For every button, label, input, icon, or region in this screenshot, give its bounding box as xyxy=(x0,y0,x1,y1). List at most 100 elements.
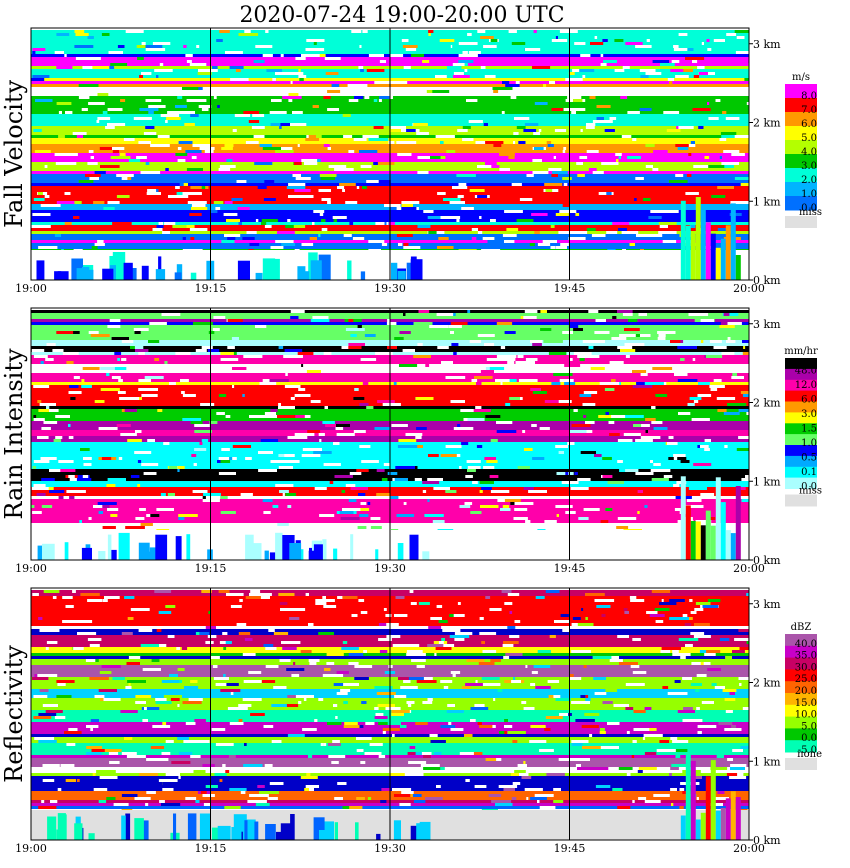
heatmap-speckle xyxy=(388,222,395,225)
heatmap-speckle xyxy=(199,147,215,150)
heatmap-speckle xyxy=(704,448,710,451)
heatmap-speckle xyxy=(523,707,535,710)
heatmap-speckle xyxy=(732,749,743,752)
heatmap-speckle xyxy=(719,325,735,328)
heatmap-speckle xyxy=(658,334,666,337)
heatmap-speckle xyxy=(515,361,535,364)
heatmap-speckle xyxy=(497,689,503,692)
heatmap-speckle xyxy=(243,355,263,358)
heatmap-speckle xyxy=(181,391,185,394)
heatmap-speckle xyxy=(473,409,491,412)
heatmap-speckle xyxy=(609,659,623,662)
heatmap-speckle xyxy=(205,641,214,644)
heatmap-cell xyxy=(141,265,149,280)
heatmap-speckle xyxy=(437,192,446,195)
heatmap-speckle xyxy=(726,773,738,776)
heatmap-speckle xyxy=(581,608,584,611)
heatmap-cell xyxy=(280,823,291,840)
heatmap-speckle xyxy=(496,430,517,433)
heatmap-speckle xyxy=(121,632,133,635)
heatmap-speckle xyxy=(736,93,749,96)
heatmap-speckle xyxy=(72,590,76,593)
heatmap-speckle xyxy=(543,84,547,87)
heatmap-speckle xyxy=(107,325,121,328)
heatmap-speckle xyxy=(696,707,700,710)
heatmap-speckle xyxy=(145,593,158,596)
heatmap-speckle xyxy=(70,162,77,165)
heatmap-speckle xyxy=(340,517,360,520)
heatmap-speckle xyxy=(624,343,645,346)
heatmap-speckle xyxy=(167,231,170,234)
heatmap-cell xyxy=(347,260,352,280)
heatmap-speckle xyxy=(229,788,247,791)
heatmap-speckle xyxy=(383,716,388,719)
heatmap-speckle xyxy=(292,111,299,114)
heatmap-speckle xyxy=(94,400,105,403)
heatmap-speckle xyxy=(657,331,676,334)
heatmap-speckle xyxy=(40,457,57,460)
heatmap-speckle xyxy=(246,231,257,234)
heatmap-speckle xyxy=(571,111,576,114)
heatmap-speckle xyxy=(609,433,620,436)
heatmap-speckle xyxy=(693,635,711,638)
heatmap-speckle xyxy=(190,114,199,117)
heatmap-speckle xyxy=(360,358,377,361)
colorbar-missing-swatch xyxy=(785,216,817,228)
heatmap-speckle xyxy=(613,704,629,707)
x-tick-label: 19:15 xyxy=(195,562,227,575)
heatmap-speckle xyxy=(340,689,351,692)
heatmap-speckle xyxy=(156,614,165,617)
heatmap-speckle xyxy=(89,677,109,680)
heatmap-speckle xyxy=(461,686,471,689)
heatmap-speckle xyxy=(645,144,655,147)
heatmap-speckle xyxy=(475,141,493,144)
heatmap-speckle xyxy=(557,746,568,749)
heatmap-shaft xyxy=(705,510,711,560)
heatmap-speckle xyxy=(542,240,561,243)
heatmap-speckle xyxy=(702,605,719,608)
colorbar-label: 1.0 xyxy=(801,438,817,449)
heatmap-speckle xyxy=(514,620,521,623)
heatmap-speckle xyxy=(320,743,324,746)
heatmap-speckle xyxy=(428,454,439,457)
heatmap-speckle xyxy=(562,331,573,334)
heatmap-speckle xyxy=(165,168,169,171)
heatmap-speckle xyxy=(521,776,532,779)
heatmap-speckle xyxy=(98,800,107,803)
heatmap-speckle xyxy=(479,481,494,484)
heatmap-speckle xyxy=(558,451,564,454)
heatmap-speckle xyxy=(303,698,307,701)
heatmap-speckle xyxy=(711,683,717,686)
heatmap-speckle xyxy=(704,69,715,72)
heatmap-speckle xyxy=(690,632,705,635)
heatmap-speckle xyxy=(738,629,749,632)
heatmap-speckle xyxy=(68,436,74,439)
heatmap-speckle xyxy=(41,770,50,773)
heatmap-speckle xyxy=(352,90,365,93)
heatmap-speckle xyxy=(486,460,498,463)
heatmap-speckle xyxy=(211,138,217,141)
heatmap-speckle xyxy=(544,183,563,186)
heatmap-speckle xyxy=(717,409,727,412)
heatmap-speckle xyxy=(441,638,445,641)
heatmap-speckle xyxy=(594,692,607,695)
heatmap-speckle xyxy=(625,355,630,358)
heatmap-speckle xyxy=(677,710,695,713)
heatmap-speckle xyxy=(609,117,617,120)
heatmap-speckle xyxy=(142,668,161,671)
heatmap-speckle xyxy=(68,728,78,731)
heatmap-speckle xyxy=(525,665,528,668)
heatmap-speckle xyxy=(450,322,468,325)
heatmap-speckle xyxy=(354,665,373,668)
heatmap-speckle xyxy=(301,54,320,57)
heatmap-speckle xyxy=(353,138,367,141)
colorbar-swatch xyxy=(785,423,817,435)
heatmap-speckle xyxy=(734,63,749,66)
heatmap-shaft xyxy=(735,486,741,560)
heatmap-speckle xyxy=(596,117,604,120)
heatmap-speckle xyxy=(234,114,247,117)
heatmap-speckle xyxy=(54,51,64,54)
heatmap-speckle xyxy=(326,653,344,656)
heatmap-speckle xyxy=(718,722,733,725)
heatmap-speckle xyxy=(411,659,426,662)
